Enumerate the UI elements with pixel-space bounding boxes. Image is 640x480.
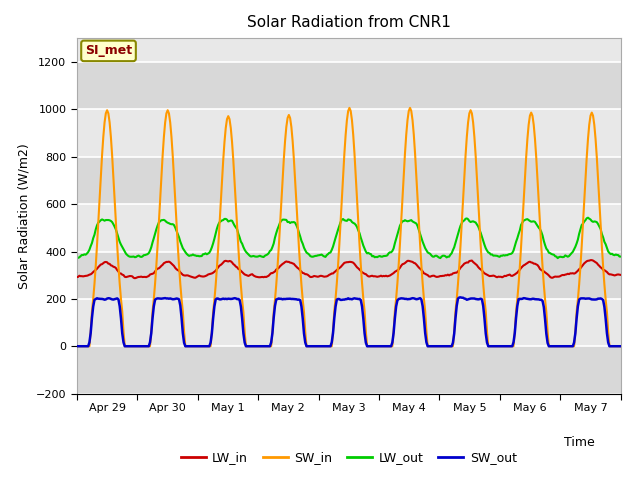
Bar — [77, 299, 621, 346]
Legend: LW_in, SW_in, LW_out, SW_out: LW_in, SW_in, LW_out, SW_out — [176, 446, 522, 469]
Bar — [77, 204, 621, 252]
Text: Time: Time — [564, 436, 595, 449]
Y-axis label: Solar Radiation (W/m2): Solar Radiation (W/m2) — [17, 143, 30, 289]
Bar — [77, 109, 621, 157]
Bar — [77, 157, 621, 204]
Text: SI_met: SI_met — [85, 44, 132, 58]
Bar — [77, 346, 621, 394]
Bar — [77, 252, 621, 299]
Title: Solar Radiation from CNR1: Solar Radiation from CNR1 — [247, 15, 451, 30]
Bar — [77, 62, 621, 109]
